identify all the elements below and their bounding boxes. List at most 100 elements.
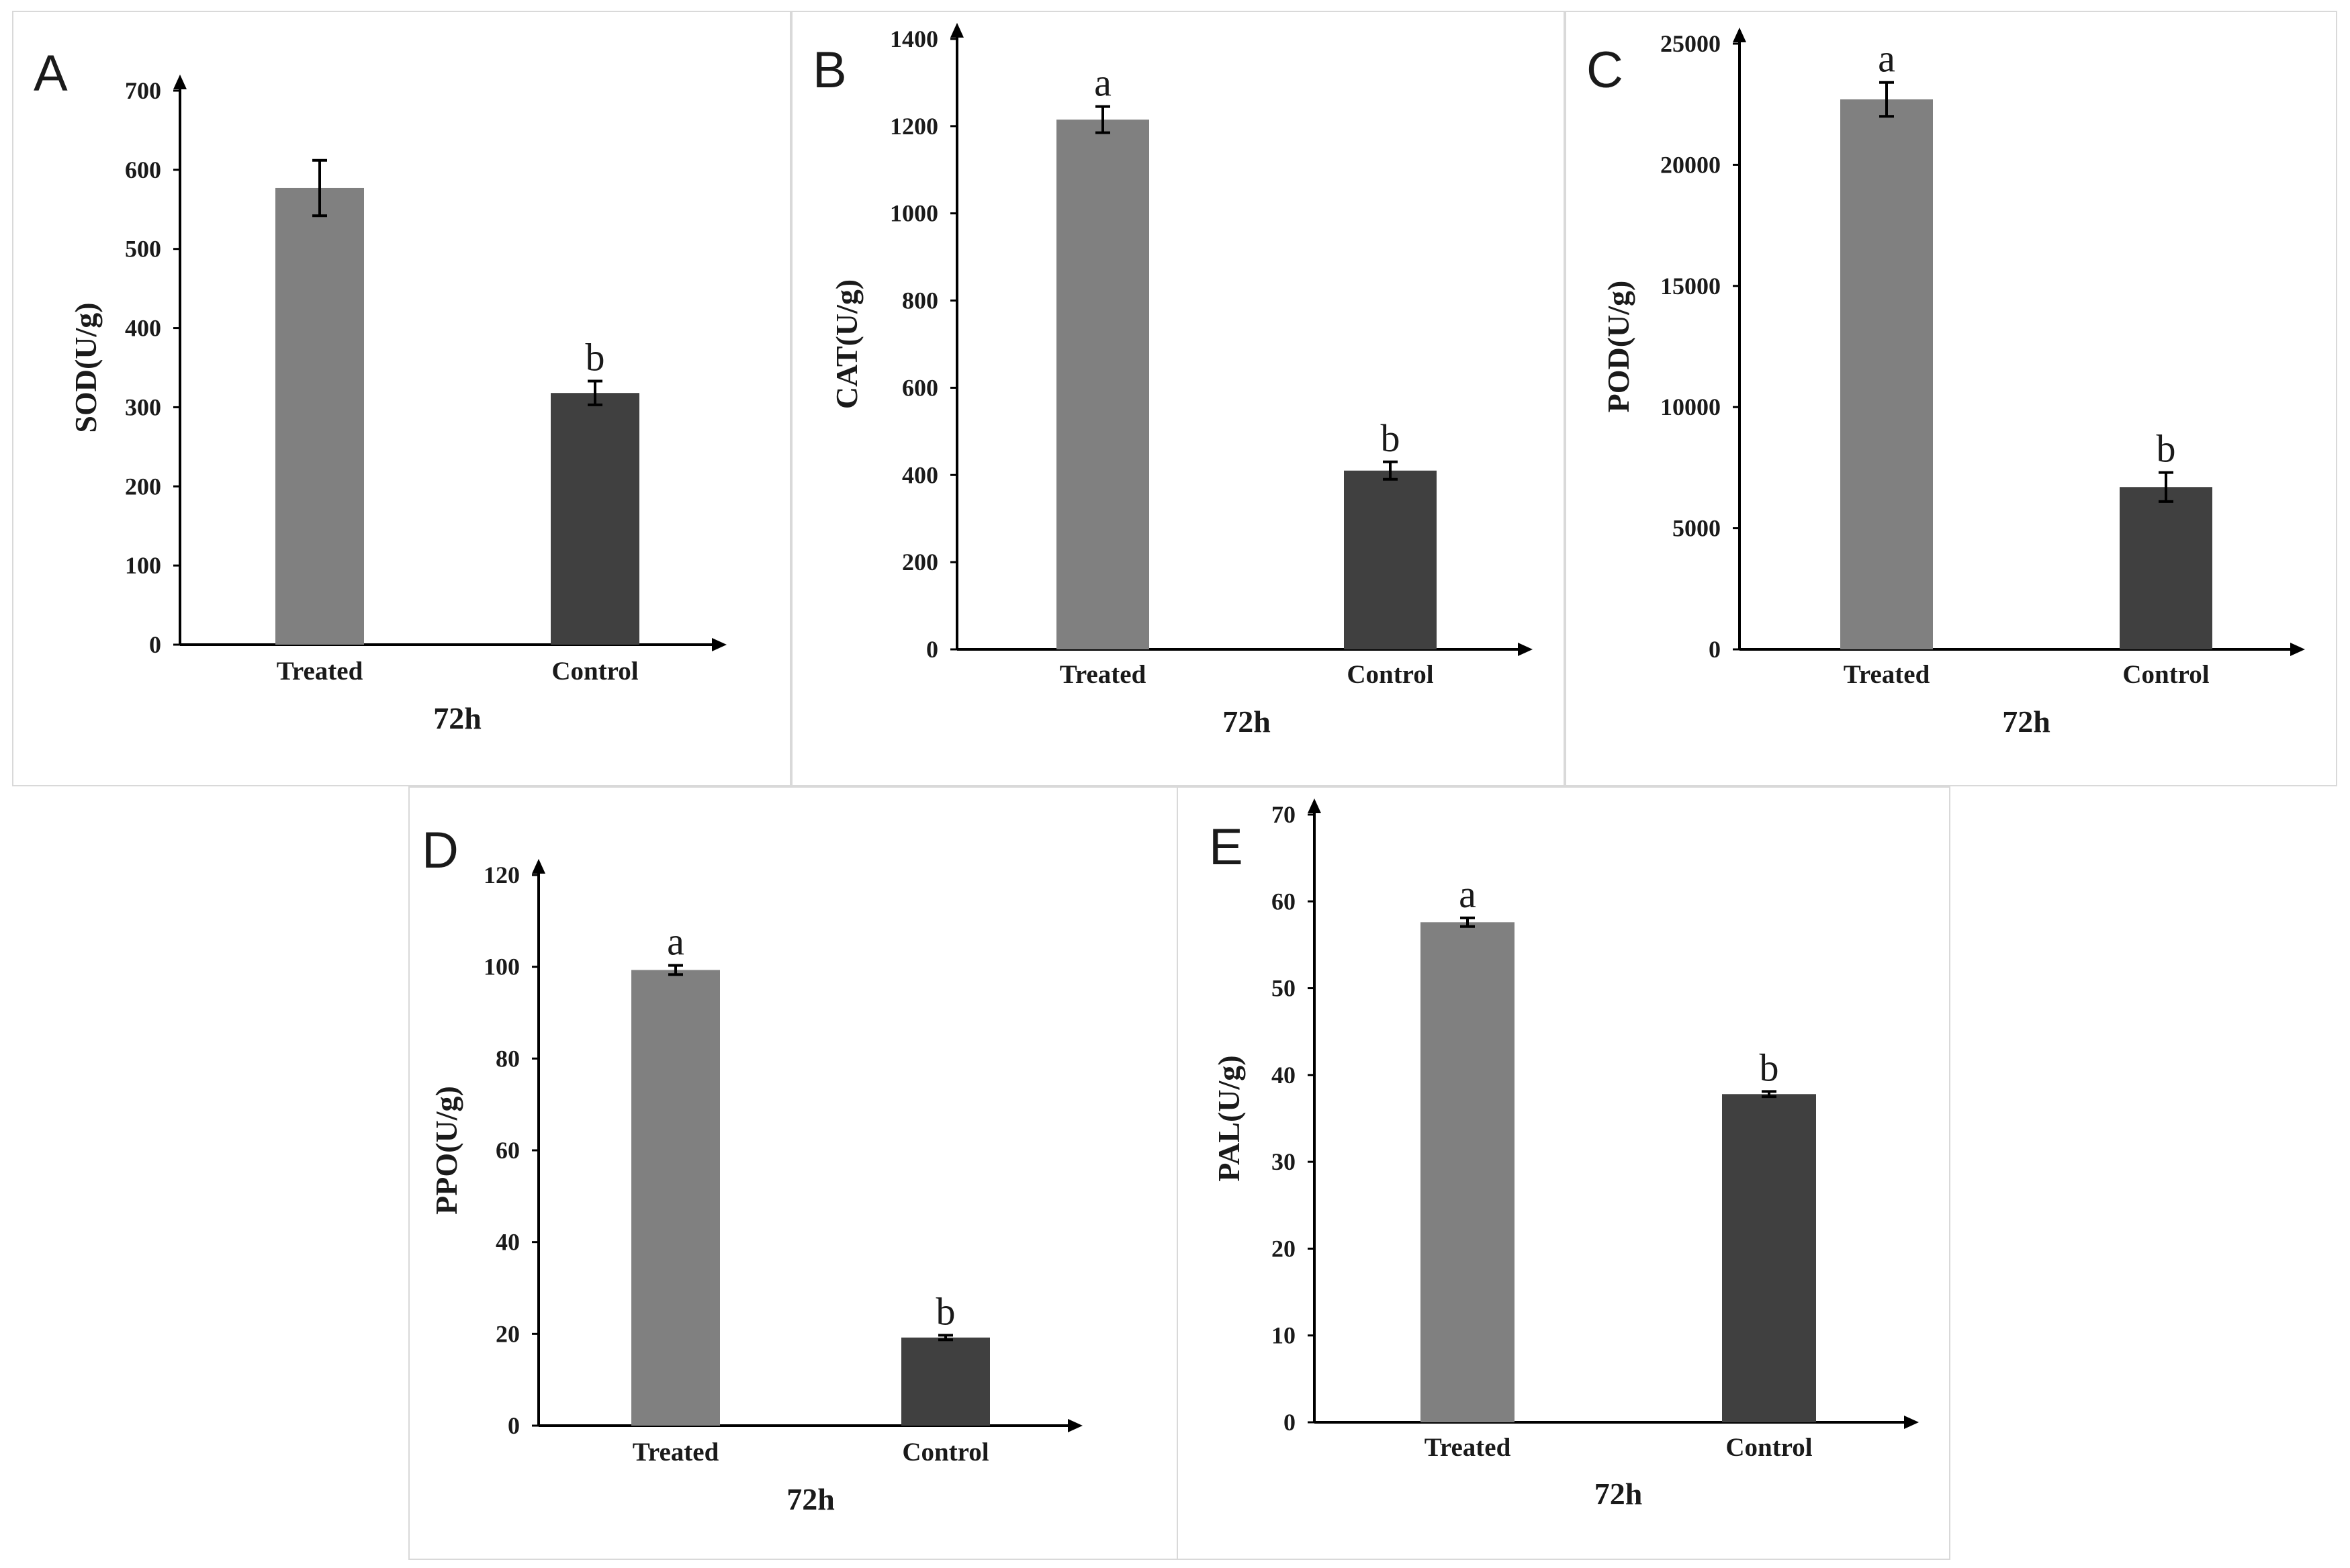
y-axis-arrow-a <box>173 75 187 89</box>
bar-control <box>901 1337 990 1426</box>
y-tick-label: 700 <box>125 77 161 104</box>
y-tick-label: 10 <box>1271 1322 1296 1349</box>
y-axis-title-b: CAT(U/g) <box>829 279 864 409</box>
panel-c-frame <box>1565 11 2337 786</box>
bar-control <box>1344 470 1437 649</box>
chart-a: A 0 100 200 300 400 500 600 700 Treated b Control 72… <box>34 45 727 735</box>
bar-control <box>1722 1094 1816 1422</box>
y-tick-label: 70 <box>1271 801 1296 828</box>
category-label: Treated <box>277 657 363 686</box>
significance-letter: b <box>586 336 605 379</box>
x-axis-arrow-e <box>1904 1416 1919 1429</box>
y-tick-label: 80 <box>496 1045 520 1072</box>
chart-b: B 0 200 400 600 800 1000 1200 1400 a Treated b Contr… <box>813 23 1533 739</box>
bar-treated <box>1420 922 1515 1422</box>
category-label: Treated <box>633 1438 719 1467</box>
y-tick-label: 1200 <box>890 113 938 140</box>
bar-treated <box>1840 99 1933 649</box>
y-tick-label: 20 <box>496 1320 520 1347</box>
y-tick-label: 120 <box>484 862 520 888</box>
y-tick-label: 200 <box>125 473 161 500</box>
panel-label-d: D <box>422 822 459 879</box>
x-axis-arrow-b <box>1518 643 1533 656</box>
chart-e: E 0 10 20 30 40 50 60 70 a Treated b Control 72h PAL(U… <box>1209 798 1919 1511</box>
x-axis-arrow-a <box>712 638 727 651</box>
chart-d: D 0 20 40 60 80 100 120 a Treated b Control 72h PPO(U… <box>422 822 1083 1516</box>
y-tick-label: 600 <box>902 374 938 401</box>
panel-d-frame <box>408 786 1179 1560</box>
category-label: Control <box>2122 660 2209 689</box>
chart-c: C 0 5000 10000 15000 20000 25000 a Treated b Contr… <box>1586 28 2305 739</box>
y-axis-title-a: SOD(U/g) <box>69 302 103 432</box>
bar-treated <box>1056 120 1149 649</box>
y-tick-label: 400 <box>125 315 161 342</box>
y-axis-title-c: POD(U/g) <box>1601 281 1635 413</box>
bar-control <box>551 393 639 645</box>
significance-letter: a <box>667 920 684 964</box>
y-tick-label: 200 <box>902 549 938 575</box>
panel-label-a: A <box>34 45 68 102</box>
x-axis-title-b: 72h <box>1222 704 1271 739</box>
y-tick-label: 1400 <box>890 26 938 52</box>
y-axis-title-e: PAL(U/g) <box>1212 1055 1246 1181</box>
x-axis-arrow-d <box>1068 1419 1083 1432</box>
category-label: Treated <box>1425 1433 1511 1462</box>
y-tick-label: 20000 <box>1660 151 1721 178</box>
category-label: Control <box>1347 660 1433 689</box>
panel-label-c: C <box>1586 42 1623 99</box>
y-tick-label: 60 <box>496 1137 520 1164</box>
significance-letter: b <box>1381 416 1400 460</box>
significance-letter: b <box>1760 1046 1779 1089</box>
x-axis-title-c: 72h <box>2002 704 2050 739</box>
x-axis-title-e: 72h <box>1594 1477 1643 1511</box>
y-axis-title-d: PPO(U/g) <box>429 1086 463 1215</box>
significance-letter: a <box>1878 37 1895 81</box>
y-tick-label: 600 <box>125 156 161 183</box>
y-tick-label: 300 <box>125 394 161 420</box>
y-tick-label: 20 <box>1271 1235 1296 1262</box>
category-label: Treated <box>1844 660 1930 689</box>
panel-b-frame <box>791 11 1565 786</box>
x-axis-title-a: 72h <box>433 701 482 735</box>
y-tick-label: 400 <box>902 461 938 488</box>
bar-control <box>2120 487 2212 649</box>
y-tick-label: 50 <box>1271 975 1296 1002</box>
y-tick-label: 0 <box>1283 1409 1296 1436</box>
significance-letter: a <box>1094 61 1112 105</box>
y-tick-label: 15000 <box>1660 273 1721 299</box>
significance-letter: b <box>936 1289 956 1333</box>
panel-label-b: B <box>813 42 847 99</box>
y-tick-label: 100 <box>125 552 161 579</box>
y-tick-label: 800 <box>902 287 938 314</box>
category-label: Control <box>1725 1433 1812 1462</box>
y-tick-label: 10000 <box>1660 394 1721 420</box>
y-tick-label: 25000 <box>1660 30 1721 57</box>
y-axis-arrow-b <box>950 23 964 38</box>
y-tick-label: 30 <box>1271 1148 1296 1175</box>
significance-letter: a <box>1459 872 1476 916</box>
y-tick-label: 5000 <box>1672 515 1721 542</box>
significance-letter: b <box>2157 427 2176 471</box>
bar-treated <box>275 187 364 645</box>
category-label: Control <box>902 1438 989 1467</box>
y-tick-label: 40 <box>1271 1062 1296 1089</box>
y-tick-label: 0 <box>149 631 161 658</box>
panel-label-e: E <box>1209 819 1243 876</box>
panel-e-frame <box>1177 786 1950 1560</box>
y-tick-label: 0 <box>926 636 938 663</box>
y-axis-arrow-d <box>532 859 545 874</box>
y-tick-label: 500 <box>125 236 161 263</box>
category-label: Control <box>551 657 638 686</box>
bar-treated <box>631 970 720 1426</box>
y-axis-arrow-c <box>1733 28 1746 42</box>
y-tick-label: 0 <box>508 1412 520 1439</box>
y-tick-label: 100 <box>484 954 520 980</box>
y-tick-label: 0 <box>1709 636 1721 663</box>
y-axis-arrow-e <box>1308 798 1321 813</box>
x-axis-arrow-c <box>2290 643 2305 656</box>
panel-a-frame <box>12 11 791 786</box>
y-tick-label: 1000 <box>890 200 938 227</box>
y-tick-label: 60 <box>1271 888 1296 915</box>
category-label: Treated <box>1060 660 1146 689</box>
